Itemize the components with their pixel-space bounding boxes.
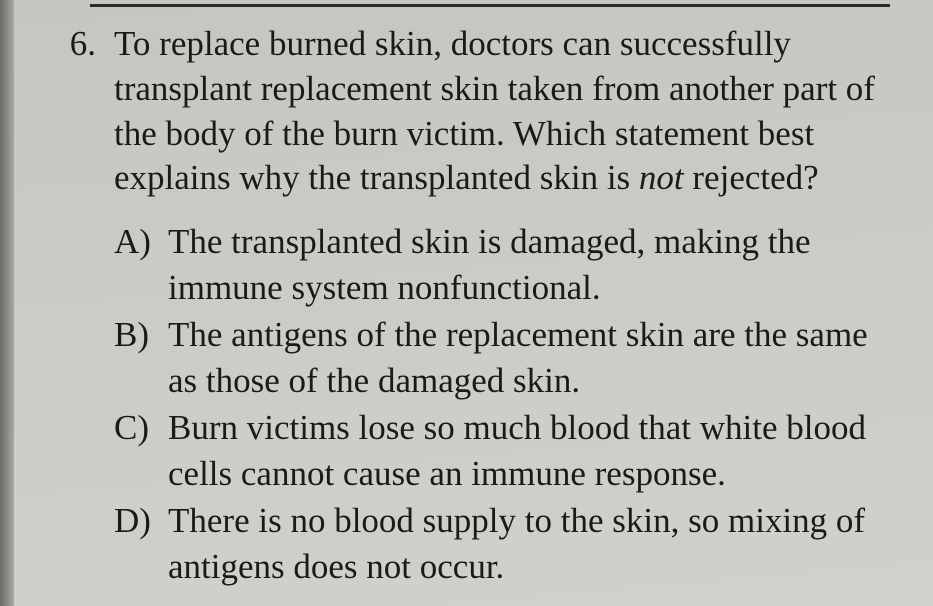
choice-text: Burn victims lose so much blood that whi… <box>168 405 903 496</box>
choice-b: B) The antigens of the replacement skin … <box>114 312 903 403</box>
question-number: 6. <box>58 22 114 66</box>
choice-c: C) Burn victims lose so much blood that … <box>114 405 903 496</box>
question-stem-row: 6. To replace burned skin, doctors can s… <box>58 22 903 201</box>
question-stem: To replace burned skin, doctors can succ… <box>114 22 903 201</box>
answer-choices: A) The transplanted skin is damaged, mak… <box>114 219 903 589</box>
scanned-page: 6. To replace burned skin, doctors can s… <box>0 0 933 606</box>
choice-text: The antigens of the replacement skin are… <box>168 312 903 403</box>
choice-d: D) There is no blood supply to the skin,… <box>114 498 903 589</box>
choice-text: The transplanted skin is damaged, making… <box>168 219 903 310</box>
choice-letter: A) <box>114 219 168 265</box>
page-binding-shadow <box>0 0 14 606</box>
choice-letter: C) <box>114 405 168 451</box>
stem-text-italic: not <box>639 158 684 197</box>
choice-text: There is no blood supply to the skin, so… <box>168 498 903 589</box>
choice-a: A) The transplanted skin is damaged, mak… <box>114 219 903 310</box>
question-block: 6. To replace burned skin, doctors can s… <box>58 22 903 589</box>
horizontal-rule <box>90 4 890 7</box>
choice-letter: D) <box>114 498 168 544</box>
stem-text-post: rejected? <box>684 158 819 197</box>
choice-letter: B) <box>114 312 168 358</box>
